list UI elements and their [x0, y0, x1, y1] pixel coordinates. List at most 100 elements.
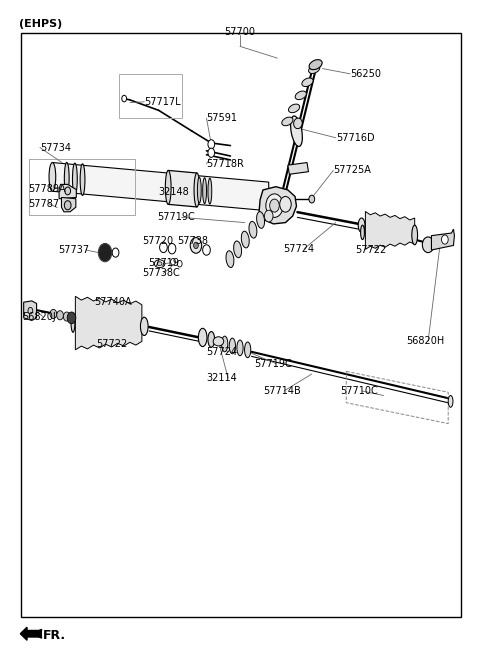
- Ellipse shape: [208, 179, 212, 204]
- Polygon shape: [61, 198, 76, 212]
- Ellipse shape: [203, 178, 206, 203]
- Text: FR.: FR.: [43, 628, 66, 642]
- Ellipse shape: [412, 225, 418, 245]
- Circle shape: [64, 201, 71, 210]
- Circle shape: [270, 199, 279, 212]
- Text: 57719C: 57719C: [254, 358, 292, 369]
- Circle shape: [208, 148, 215, 158]
- Circle shape: [177, 260, 182, 267]
- Ellipse shape: [222, 336, 228, 352]
- Circle shape: [190, 237, 202, 253]
- Circle shape: [67, 312, 76, 324]
- Text: 57734: 57734: [40, 143, 71, 152]
- Ellipse shape: [302, 78, 313, 86]
- Text: 57720: 57720: [142, 236, 173, 246]
- Text: 57737: 57737: [58, 245, 89, 255]
- Ellipse shape: [229, 338, 236, 354]
- Text: 56820J: 56820J: [22, 312, 56, 322]
- Circle shape: [442, 235, 448, 244]
- Polygon shape: [59, 184, 76, 199]
- Polygon shape: [259, 186, 297, 224]
- Circle shape: [28, 307, 33, 314]
- Ellipse shape: [288, 104, 300, 112]
- Ellipse shape: [295, 91, 306, 99]
- Ellipse shape: [448, 396, 453, 407]
- Text: 57714B: 57714B: [263, 386, 301, 396]
- Text: 56820H: 56820H: [407, 336, 445, 347]
- Circle shape: [170, 258, 175, 265]
- Bar: [29, 160, 135, 215]
- Circle shape: [168, 243, 176, 254]
- Ellipse shape: [198, 328, 207, 347]
- Polygon shape: [432, 229, 455, 250]
- Circle shape: [422, 237, 434, 252]
- Ellipse shape: [64, 162, 69, 194]
- Text: 32148: 32148: [158, 187, 190, 197]
- Text: 56250: 56250: [350, 69, 381, 78]
- Ellipse shape: [290, 116, 302, 146]
- Ellipse shape: [226, 250, 234, 267]
- Ellipse shape: [194, 173, 200, 207]
- Circle shape: [50, 309, 57, 318]
- Ellipse shape: [309, 60, 322, 70]
- Ellipse shape: [282, 117, 293, 126]
- FancyArrow shape: [20, 627, 41, 640]
- Text: 57591: 57591: [206, 113, 238, 123]
- Text: (EHPS): (EHPS): [19, 19, 62, 29]
- Text: 57738: 57738: [177, 236, 208, 246]
- Text: 57719C: 57719C: [157, 213, 195, 222]
- Text: 57738C: 57738C: [142, 269, 180, 279]
- Circle shape: [63, 312, 70, 321]
- Circle shape: [159, 242, 167, 252]
- Ellipse shape: [80, 164, 85, 196]
- Text: 57724: 57724: [283, 244, 314, 254]
- Ellipse shape: [141, 317, 148, 336]
- Text: 57789A: 57789A: [28, 184, 66, 194]
- Bar: [120, 74, 181, 118]
- Text: 57700: 57700: [225, 27, 255, 37]
- Circle shape: [266, 194, 283, 217]
- Polygon shape: [52, 163, 269, 211]
- Polygon shape: [168, 171, 197, 207]
- Ellipse shape: [157, 262, 162, 266]
- Text: 57710C: 57710C: [340, 386, 378, 396]
- Ellipse shape: [234, 241, 241, 258]
- Text: 57740A: 57740A: [94, 297, 132, 307]
- Circle shape: [309, 195, 315, 203]
- Ellipse shape: [165, 171, 171, 204]
- Text: 57725A: 57725A: [333, 165, 371, 175]
- Polygon shape: [365, 211, 415, 249]
- Ellipse shape: [71, 314, 75, 332]
- Text: 57722: 57722: [96, 339, 128, 349]
- Circle shape: [98, 243, 112, 262]
- Text: 57724: 57724: [206, 347, 238, 357]
- Text: 57719: 57719: [148, 258, 179, 268]
- Ellipse shape: [72, 163, 77, 195]
- Circle shape: [193, 242, 198, 249]
- Circle shape: [24, 303, 36, 318]
- Ellipse shape: [294, 118, 302, 129]
- Ellipse shape: [237, 340, 243, 356]
- Circle shape: [264, 210, 273, 222]
- Polygon shape: [24, 301, 36, 320]
- Ellipse shape: [309, 65, 320, 73]
- Polygon shape: [75, 296, 142, 350]
- Circle shape: [208, 140, 215, 149]
- Text: 57717L: 57717L: [144, 97, 181, 107]
- Polygon shape: [288, 163, 309, 174]
- Ellipse shape: [249, 222, 257, 238]
- Ellipse shape: [155, 260, 165, 267]
- Ellipse shape: [241, 231, 249, 248]
- Ellipse shape: [49, 163, 56, 191]
- Ellipse shape: [197, 177, 201, 203]
- Ellipse shape: [257, 212, 264, 228]
- Text: 57716D: 57716D: [336, 133, 374, 143]
- Circle shape: [203, 245, 210, 255]
- Circle shape: [57, 311, 63, 320]
- Circle shape: [65, 187, 71, 195]
- Circle shape: [112, 248, 119, 257]
- Ellipse shape: [208, 332, 215, 347]
- Ellipse shape: [213, 337, 224, 346]
- Circle shape: [280, 196, 291, 212]
- Circle shape: [122, 95, 127, 102]
